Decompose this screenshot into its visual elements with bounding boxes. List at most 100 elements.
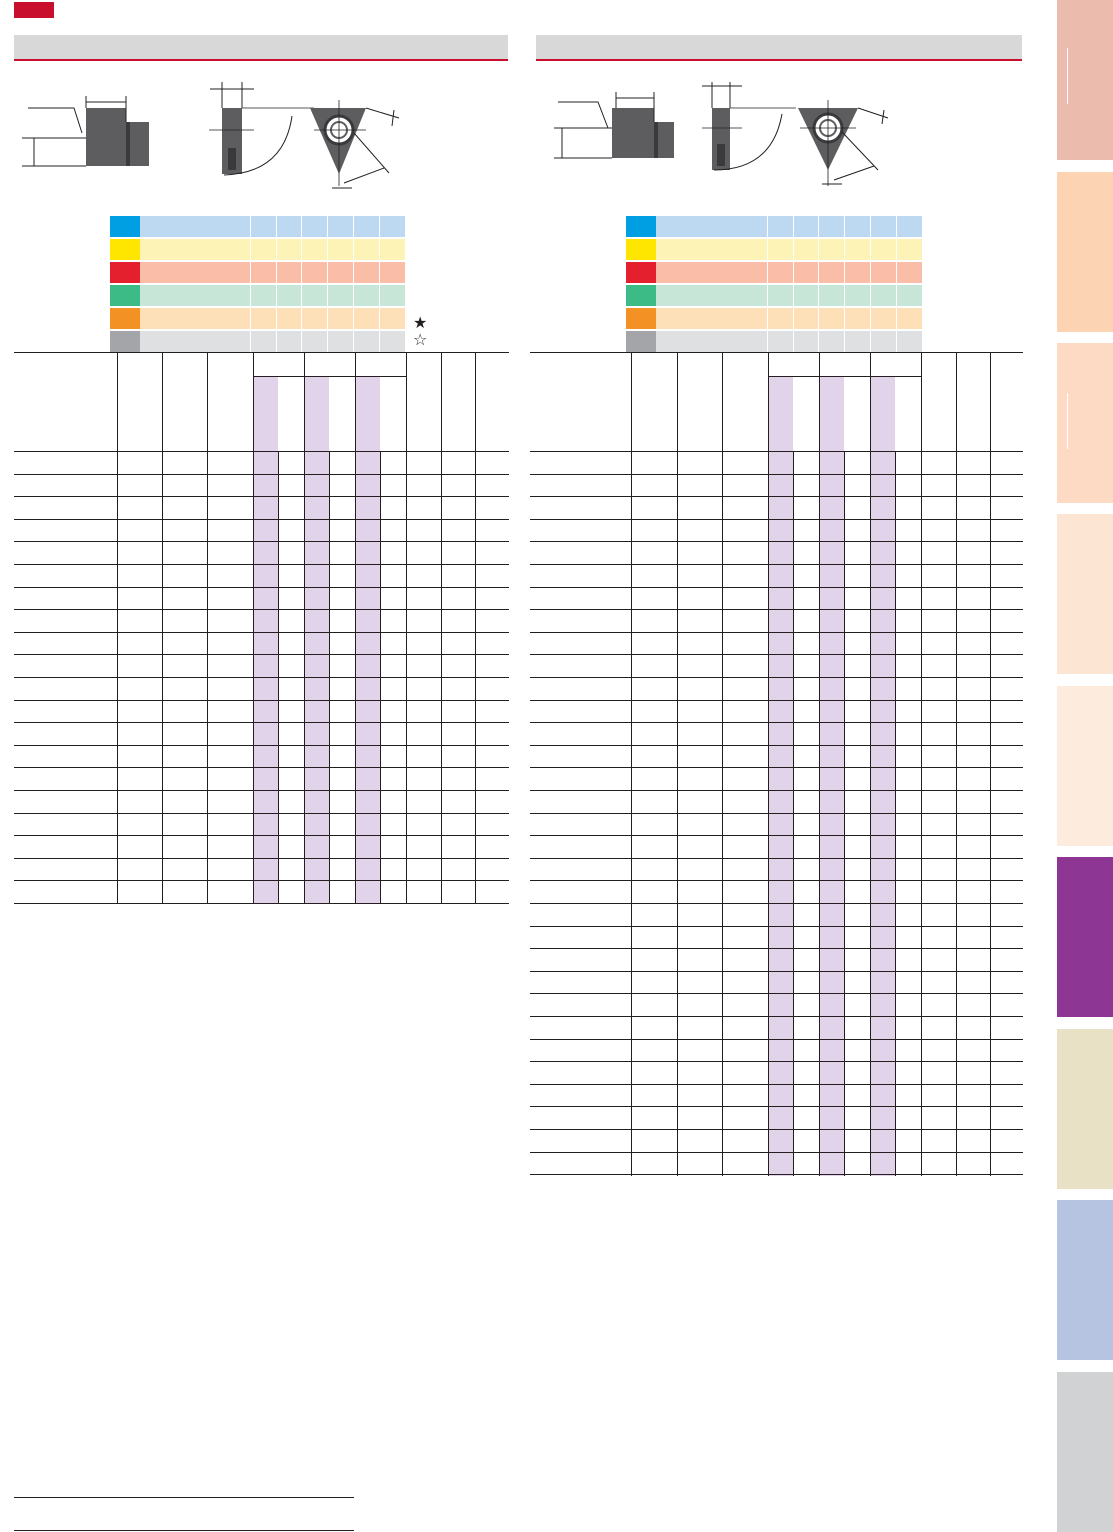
section-tag [14, 2, 54, 18]
table-row-rule [14, 631, 509, 633]
table-row-rule [14, 496, 509, 498]
grade-divider [353, 308, 354, 329]
side-tab-2[interactable] [1057, 172, 1113, 332]
table-row-rule [530, 857, 1023, 859]
table-row-rule [14, 790, 509, 791]
grade-row-stainless-steel [110, 239, 405, 260]
grade-row-non-ferrous [626, 285, 922, 306]
grade-swatch-non-ferrous [110, 285, 140, 306]
table-row-rule [530, 925, 1023, 927]
side-tab-8[interactable] [1057, 1200, 1113, 1360]
grade-divider [818, 331, 819, 352]
table-row-rule [530, 451, 1023, 452]
grade-divider [844, 216, 845, 237]
table-row-rule [530, 541, 1023, 543]
side-tab-9[interactable] [1057, 1372, 1113, 1532]
section-header-right [536, 35, 1022, 61]
grade-row-hardened [626, 331, 922, 352]
grade-divider [870, 216, 871, 237]
grade-bar-stainless-steel [656, 239, 922, 260]
grade-divider [896, 285, 897, 306]
grade-divider [276, 239, 277, 260]
grade-bar-heat-resistant [140, 308, 405, 329]
table-column-rule [870, 352, 871, 1176]
grade-bar-cast-iron [656, 262, 922, 283]
grade-row-stainless-steel [626, 239, 922, 260]
grade-legend-left [110, 216, 405, 352]
table-column-rule [406, 352, 407, 904]
grade-divider [844, 331, 845, 352]
grade-divider [844, 308, 845, 329]
insert-table-right [530, 352, 1023, 1176]
table-row-rule [530, 722, 1023, 724]
grade-divider [276, 285, 277, 306]
grade-divider [276, 216, 277, 237]
triangular-insert-diagram [310, 100, 400, 189]
grade-divider [793, 308, 794, 329]
side-tab-1[interactable] [1057, 0, 1113, 160]
grade-divider [793, 239, 794, 260]
table-row-rule [14, 880, 509, 882]
grade-divider [896, 331, 897, 352]
table-column-rule [793, 451, 794, 1176]
table-row-rule [14, 903, 509, 904]
grade-divider [844, 262, 845, 283]
grade-divider [767, 239, 768, 260]
grade-row-steel [110, 216, 405, 237]
table-row-rule [530, 948, 1023, 950]
grade-bar-steel [656, 216, 922, 237]
table-row-rule [530, 518, 1023, 520]
side-tab-7[interactable] [1057, 1029, 1113, 1189]
grade-swatch-cast-iron [626, 262, 656, 283]
grade-divider [301, 216, 302, 237]
table-row-rule [530, 609, 1023, 611]
table-row-rule [530, 812, 1023, 814]
table-row-rule [530, 1129, 1023, 1130]
grade-divider [327, 308, 328, 329]
table-row-rule [14, 699, 509, 701]
table-column-rule [329, 451, 330, 904]
thread-profile-diagram-right [554, 92, 674, 159]
grade-divider [327, 331, 328, 352]
table-row-rule [14, 654, 509, 656]
grade-divider [870, 308, 871, 329]
table-column-rule [895, 451, 896, 1176]
grade-row-steel [626, 216, 922, 237]
grade-divider [379, 285, 380, 306]
grade-divider [250, 308, 251, 329]
table-row-rule [530, 586, 1023, 588]
grade-divider [301, 285, 302, 306]
side-tab-3[interactable] [1057, 343, 1113, 503]
grade-divider [250, 285, 251, 306]
table-row-rule [530, 631, 1023, 633]
grade-row-heat-resistant [626, 308, 922, 329]
grade-divider [818, 262, 819, 283]
side-tab-5[interactable] [1057, 686, 1113, 846]
side-tab-4[interactable] [1057, 514, 1113, 674]
table-column-rule [768, 352, 769, 1176]
filled-star-icon: ★ [413, 313, 428, 332]
table-row-rule [530, 993, 1023, 995]
table-column-rule [819, 352, 820, 1176]
grade-row-cast-iron [626, 262, 922, 283]
table-row-rule [530, 699, 1023, 701]
grade-divider [327, 262, 328, 283]
table-row-rule [530, 473, 1023, 475]
table-row-rule [530, 1061, 1023, 1063]
table-row-rule [530, 1083, 1023, 1085]
highlight-column [305, 377, 329, 904]
grade-swatch-hardened [110, 331, 140, 352]
side-tab-6-active[interactable] [1057, 857, 1113, 1017]
table-row-rule [14, 518, 509, 520]
triangular-insert-diagram-right [798, 100, 889, 186]
grade-row-cast-iron [110, 262, 405, 283]
thread-profile-diagram [22, 96, 149, 167]
grade-divider [276, 308, 277, 329]
grade-legend-right [626, 216, 922, 352]
grade-swatch-heat-resistant [626, 308, 656, 329]
grade-divider [818, 216, 819, 237]
table-row-rule [14, 609, 509, 611]
footnote-rule-2 [14, 1530, 354, 1531]
table-row-rule [530, 903, 1023, 904]
table-column-rule [722, 352, 723, 1176]
